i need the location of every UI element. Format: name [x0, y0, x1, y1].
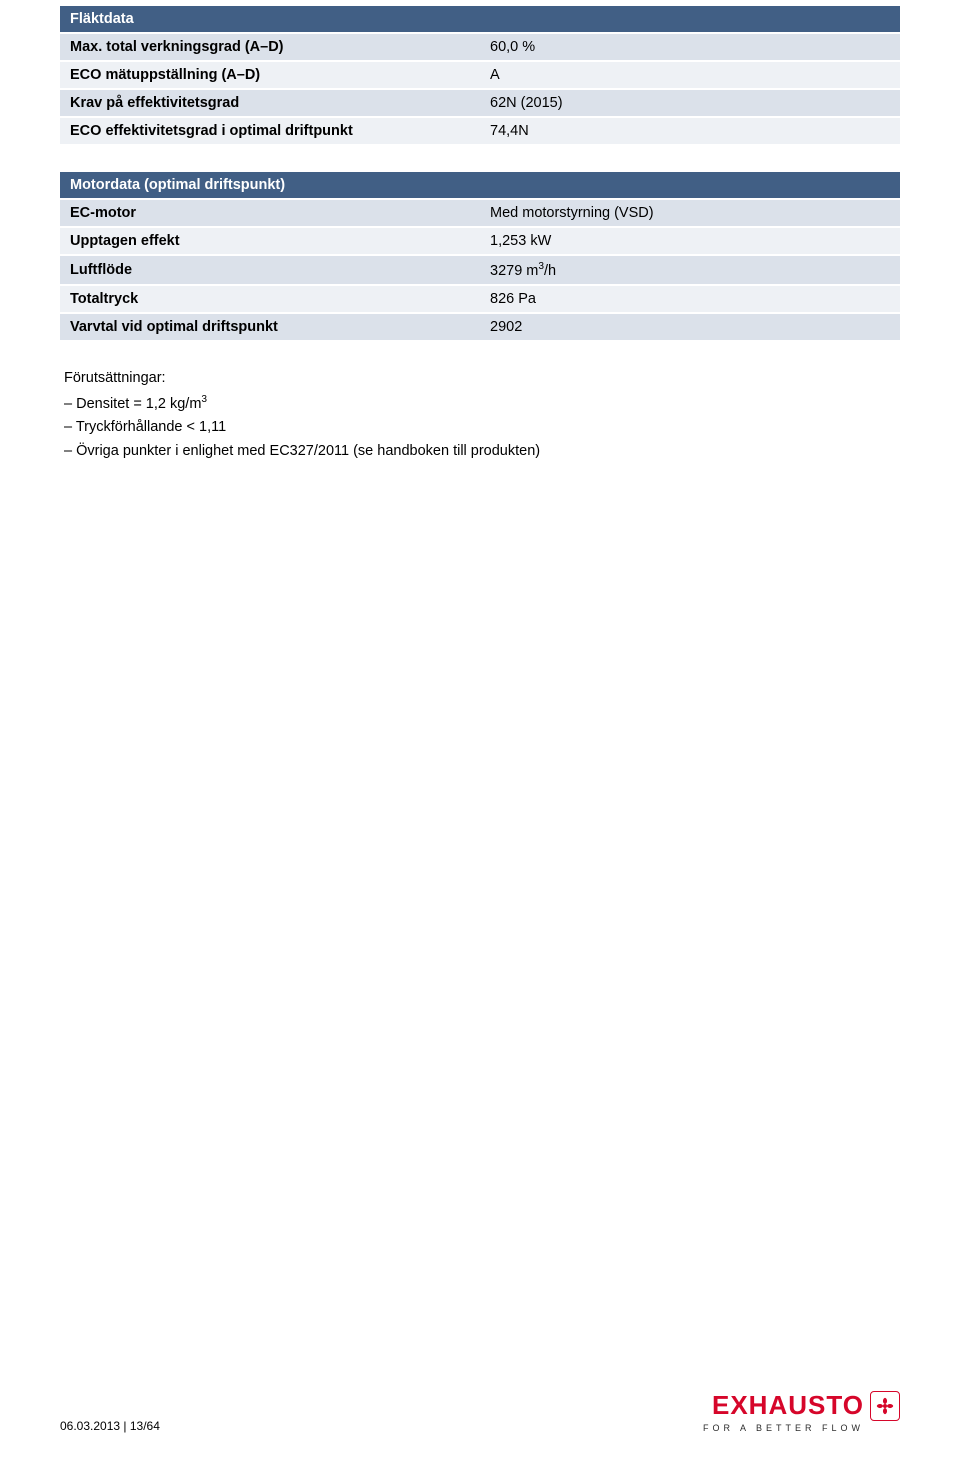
row-value: 60,0 %	[480, 33, 900, 61]
row-label: Krav på effektivitetsgrad	[60, 89, 480, 117]
footer-date-page: 06.03.2013 | 13/64	[60, 1419, 160, 1433]
row-value: 3279 m3/h	[480, 255, 900, 285]
motordata-table: Motordata (optimal driftspunkt) EC-motor…	[60, 172, 900, 342]
table-header: Motordata (optimal driftspunkt)	[60, 172, 900, 199]
logo-row: EXHAUSTO	[712, 1390, 900, 1421]
table-row: Totaltryck 826 Pa	[60, 285, 900, 313]
table-row: ECO mätuppställning (A–D) A	[60, 61, 900, 89]
notes-item: – Övriga punkter i enlighet med EC327/20…	[64, 439, 900, 463]
notes-super: 3	[201, 394, 207, 405]
flaktdata-table: Fläktdata Max. total verkningsgrad (A–D)…	[60, 6, 900, 146]
table-row: EC-motor Med motorstyrning (VSD)	[60, 199, 900, 227]
notes-item: – Tryckförhållande < 1,11	[64, 415, 900, 439]
table-row: Luftflöde 3279 m3/h	[60, 255, 900, 285]
row-label: Totaltryck	[60, 285, 480, 313]
row-value: 62N (2015)	[480, 89, 900, 117]
footer: 06.03.2013 | 13/64 EXHAUSTO	[60, 1390, 900, 1433]
table-row: ECO effektivitetsgrad i optimal driftpun…	[60, 117, 900, 145]
row-value: Med motorstyrning (VSD)	[480, 199, 900, 227]
brand-logo: EXHAUSTO FOR A BETTER FLOW	[703, 1390, 900, 1433]
notes-item: – Densitet = 1,2 kg/m3	[64, 392, 900, 416]
row-value: 826 Pa	[480, 285, 900, 313]
table-header-row: Motordata (optimal driftspunkt)	[60, 172, 900, 199]
table-header: Fläktdata	[60, 6, 900, 33]
row-label: EC-motor	[60, 199, 480, 227]
logo-tagline: FOR A BETTER FLOW	[703, 1423, 864, 1433]
val-suffix: /h	[544, 263, 556, 279]
row-label: Upptagen effekt	[60, 227, 480, 255]
page: Fläktdata Max. total verkningsgrad (A–D)…	[0, 0, 960, 1461]
notes-prefix: – Övriga punkter i enlighet med EC327/20…	[64, 443, 540, 459]
row-value: A	[480, 61, 900, 89]
table-header-row: Fläktdata	[60, 6, 900, 33]
row-label: ECO mätuppställning (A–D)	[60, 61, 480, 89]
row-label: Max. total verkningsgrad (A–D)	[60, 33, 480, 61]
table-row: Upptagen effekt 1,253 kW	[60, 227, 900, 255]
notes-block: Förutsättningar: – Densitet = 1,2 kg/m3 …	[60, 368, 900, 462]
row-value: 74,4N	[480, 117, 900, 145]
row-value: 1,253 kW	[480, 227, 900, 255]
notes-title: Förutsättningar:	[64, 368, 900, 390]
table-row: Varvtal vid optimal driftspunkt 2902	[60, 313, 900, 341]
row-value: 2902	[480, 313, 900, 341]
fan-icon	[870, 1391, 900, 1421]
notes-prefix: – Densitet = 1,2 kg/m	[64, 395, 201, 411]
table-row: Krav på effektivitetsgrad 62N (2015)	[60, 89, 900, 117]
row-label: ECO effektivitetsgrad i optimal driftpun…	[60, 117, 480, 145]
logo-text: EXHAUSTO	[712, 1390, 864, 1421]
row-label: Varvtal vid optimal driftspunkt	[60, 313, 480, 341]
val-prefix: 3279 m	[490, 263, 538, 279]
table-row: Max. total verkningsgrad (A–D) 60,0 %	[60, 33, 900, 61]
notes-prefix: – Tryckförhållande < 1,11	[64, 419, 226, 435]
row-label: Luftflöde	[60, 255, 480, 285]
